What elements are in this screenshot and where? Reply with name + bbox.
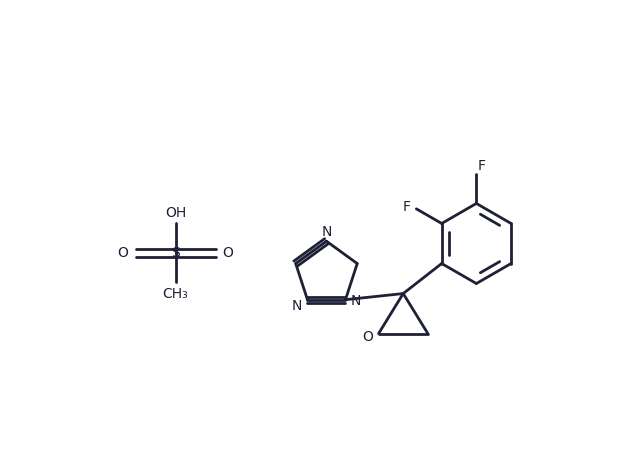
Text: O: O — [362, 330, 373, 345]
Text: F: F — [478, 159, 486, 173]
Text: CH₃: CH₃ — [163, 287, 188, 301]
Text: N: N — [321, 225, 332, 239]
Text: N: N — [351, 294, 362, 308]
Text: O: O — [223, 246, 234, 260]
Text: S: S — [171, 246, 180, 260]
Text: F: F — [402, 200, 410, 214]
Text: OH: OH — [165, 206, 186, 219]
Text: O: O — [118, 246, 129, 260]
Text: N: N — [291, 299, 302, 313]
